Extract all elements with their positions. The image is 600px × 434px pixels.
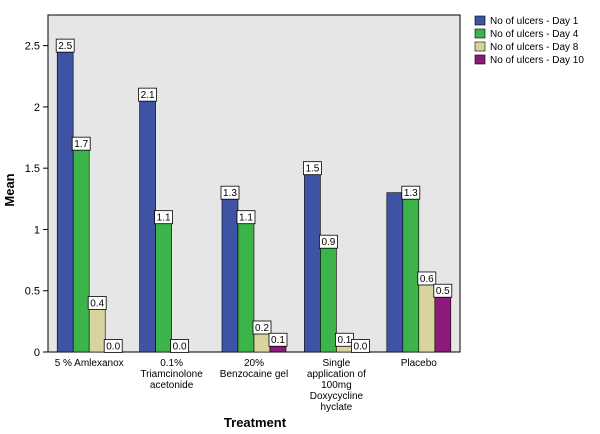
legend-swatch — [474, 41, 486, 52]
bar — [320, 241, 337, 353]
legend-swatch — [474, 54, 486, 65]
data-label: 2.1 — [141, 90, 155, 101]
bar — [72, 143, 90, 353]
data-label-box — [302, 161, 322, 176]
data-label: 2.5 — [58, 41, 72, 52]
data-label-box — [170, 339, 190, 353]
data-label: 1.1 — [239, 213, 253, 224]
x-axis-title: Treatment — [224, 415, 287, 430]
data-label: 1.5 — [305, 164, 319, 175]
bars — [56, 45, 452, 353]
data-label-box — [433, 283, 453, 298]
y-tick-label: 1.5 — [25, 163, 40, 175]
data-label-box — [220, 185, 240, 200]
bar — [155, 216, 172, 353]
y-axis: 0 0.5 1 1.5 2 2.5 — [25, 41, 48, 359]
y-tick-label: 2.5 — [25, 41, 40, 53]
data-labels: 2.51.70.40.02.11.10.01.31.10.20.11.50.90… — [55, 38, 453, 353]
data-label: 0.0 — [173, 342, 187, 353]
y-tick-label: 0 — [34, 347, 40, 359]
bar — [402, 192, 420, 353]
bar — [139, 94, 156, 353]
bar — [434, 290, 452, 353]
bar — [418, 278, 436, 353]
data-label: 0.5 — [436, 286, 450, 297]
legend: No of ulcers - Day 1 No of ulcers - Day 4… — [474, 15, 584, 66]
bar — [56, 45, 74, 353]
data-label: 0.1 — [271, 335, 285, 346]
data-label: 0.2 — [255, 323, 269, 334]
data-label-box — [103, 339, 123, 353]
data-label-box — [417, 271, 437, 286]
y-tick-label: 0.5 — [25, 286, 40, 298]
bar — [386, 192, 404, 353]
x-tick-label: 0.1% Triamcinolone acetonide — [140, 358, 203, 391]
data-label-box — [71, 136, 91, 151]
legend-label: No of ulcers - Day 1 — [490, 16, 579, 27]
data-label: 0.0 — [106, 342, 120, 353]
legend-swatch — [474, 15, 486, 26]
data-label-box — [318, 234, 338, 249]
bar — [88, 302, 106, 353]
x-axis: 5 % Amlexanox 0.1% Triamcinolone acetonide 2… — [55, 358, 438, 413]
data-label: 1.7 — [74, 139, 88, 150]
y-axis-title: Mean — [2, 173, 17, 206]
data-label-box — [87, 296, 107, 310]
data-label: 1.1 — [157, 213, 171, 224]
data-label-box — [401, 185, 421, 200]
y-tick-label: 2 — [34, 102, 40, 114]
bar — [221, 192, 239, 353]
data-label: 0.9 — [321, 237, 335, 248]
data-label: 1.3 — [223, 188, 237, 199]
data-label-box — [252, 320, 272, 335]
data-label: 0.1 — [337, 335, 351, 346]
legend-label: No of ulcers - Day 10 — [490, 55, 584, 66]
data-label-box — [236, 210, 256, 225]
data-label-box — [55, 38, 75, 53]
legend-label: No of ulcers - Day 8 — [490, 42, 579, 53]
data-label: 0.6 — [420, 274, 434, 285]
x-tick-label: 20% Benzocaine gel — [220, 358, 288, 380]
legend-label: No of ulcers - Day 4 — [490, 29, 579, 40]
data-label-box — [154, 210, 174, 225]
data-label: 0.4 — [90, 298, 104, 309]
data-label-box — [350, 339, 370, 353]
y-tick-label: 1 — [34, 224, 40, 236]
x-tick-label: Placebo — [401, 358, 438, 369]
bar — [237, 216, 255, 353]
legend-swatch — [474, 28, 486, 39]
data-label-box — [268, 332, 288, 347]
x-tick-label: 5 % Amlexanox — [55, 358, 124, 369]
data-label: 1.3 — [404, 188, 418, 199]
data-label: 0.0 — [353, 342, 367, 353]
bar — [304, 167, 321, 353]
x-tick-label: Single application of 100mg Doxycycline hycl… — [307, 358, 366, 413]
data-label-box — [138, 87, 158, 102]
